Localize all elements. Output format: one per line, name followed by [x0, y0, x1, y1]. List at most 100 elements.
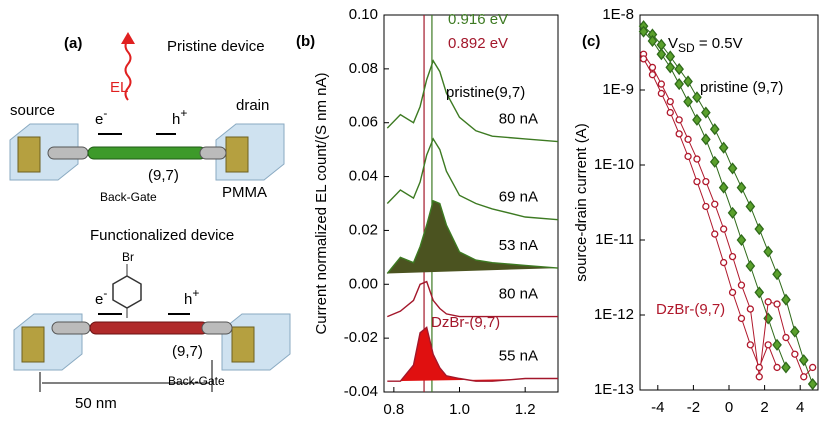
nanotube-end: [51, 321, 91, 335]
y-axis-label: Current normalized EL count/(S nm nA): [313, 72, 330, 334]
y-tick-label: 1E-13: [594, 381, 634, 398]
x-tick-label: -4: [651, 399, 664, 416]
nanotube-end: [47, 146, 89, 160]
data-point: [737, 314, 746, 323]
hole-label: h+: [172, 106, 187, 128]
x-tick-label: 0: [725, 399, 733, 416]
y-tick-label: 0.08: [349, 60, 378, 77]
series-label: 80 nA: [499, 286, 538, 303]
functionalized-title: Functionalized device: [90, 227, 234, 244]
y-tick-label: 0.06: [349, 114, 378, 131]
pmma-label: PMMA: [222, 184, 267, 201]
data-point: [728, 252, 737, 261]
nanotube-end: [199, 146, 227, 160]
vsd-sub: SD: [678, 41, 695, 55]
nanotube: [87, 146, 207, 160]
vsd-base: V: [668, 35, 678, 52]
data-point: [657, 80, 666, 88]
electron-label: e-: [95, 106, 107, 128]
y-tick-label: 0.02: [349, 221, 378, 238]
data-point: [736, 181, 747, 194]
x-tick-label: 0.8: [383, 401, 404, 418]
reference-label: 0.916 eV: [448, 11, 508, 28]
drain-contact: [231, 326, 255, 363]
data-point: [727, 206, 738, 219]
data-point: [790, 325, 800, 338]
data-point: [718, 141, 729, 154]
x-tick-label: 2: [760, 399, 768, 416]
y-tick-label: 1E-8: [602, 6, 634, 23]
data-point: [782, 333, 790, 342]
annotation: DzBr-(9,7): [431, 314, 500, 331]
series-line: [386, 199, 559, 274]
data-point: [647, 34, 658, 48]
series-line: [387, 326, 558, 382]
x-tick-label: 1.0: [449, 401, 470, 418]
x-tick-label: 4: [796, 399, 804, 416]
data-point: [772, 268, 782, 281]
data-point: [755, 363, 763, 372]
data-point: [720, 258, 728, 267]
data-point: [702, 177, 710, 186]
data-point: [666, 97, 674, 106]
el-arrow: [124, 39, 132, 101]
data-point: [720, 225, 728, 233]
series-line: [643, 58, 778, 369]
data-point: [657, 89, 666, 98]
series-label: 55 nA: [499, 348, 538, 365]
y-tick-label: 1E-9: [602, 81, 634, 98]
data-point: [692, 113, 702, 126]
length-label: 50 nm: [75, 395, 117, 412]
reference-label: 0.892 eV: [448, 35, 508, 52]
y-tick-label: -0.04: [344, 383, 378, 400]
data-point: [791, 350, 799, 358]
data-point: [711, 230, 719, 238]
data-point: [772, 338, 782, 351]
vsd-annotation: VSD = 0.5V: [668, 35, 743, 55]
data-point: [746, 341, 755, 349]
series-label: 53 nA: [499, 237, 538, 254]
el-arrowhead: [121, 32, 135, 44]
data-point: [639, 55, 648, 63]
benzene-ring: [112, 275, 142, 309]
data-point: [675, 130, 683, 138]
y-tick-label: 0.10: [349, 6, 378, 23]
drain-label: drain: [236, 97, 269, 114]
diagram: (a) Pristine device EL source drain e- h…: [9, 32, 291, 412]
plot-frame: [383, 14, 559, 393]
data-point: [764, 298, 772, 306]
vsd-rest: = 0.5V: [695, 35, 743, 52]
pristine-title: Pristine device: [167, 38, 265, 55]
panel-label: (c): [582, 33, 600, 50]
data-point: [718, 181, 729, 194]
peak-fill: [387, 327, 558, 382]
y-tick-label: 0.00: [349, 275, 378, 292]
series-label: DzBr-(9,7): [656, 301, 725, 318]
data-point: [684, 152, 692, 161]
annotation: pristine(9,7): [446, 84, 525, 101]
el-label: EL: [110, 79, 128, 96]
data-point: [709, 155, 720, 168]
data-point: [674, 78, 684, 91]
y-tick-label: 1E-11: [595, 231, 634, 248]
electron-label: e-: [95, 286, 107, 308]
data-point: [807, 378, 818, 391]
data-point: [674, 63, 684, 76]
data-point: [701, 133, 711, 146]
series-label: 80 nA: [499, 111, 538, 128]
data-point: [648, 63, 657, 72]
data-point: [773, 300, 781, 308]
data-point: [781, 361, 791, 374]
series-line: [386, 137, 559, 221]
data-point: [764, 341, 772, 349]
data-point: [709, 123, 720, 136]
data-point: [675, 116, 683, 124]
panel-label: (a): [64, 35, 82, 52]
series-line: [387, 280, 558, 318]
chirality-label: (9,7): [148, 167, 179, 184]
data-point: [683, 95, 693, 108]
data-point: [781, 293, 791, 306]
y-tick-label: 1E-10: [594, 156, 634, 173]
